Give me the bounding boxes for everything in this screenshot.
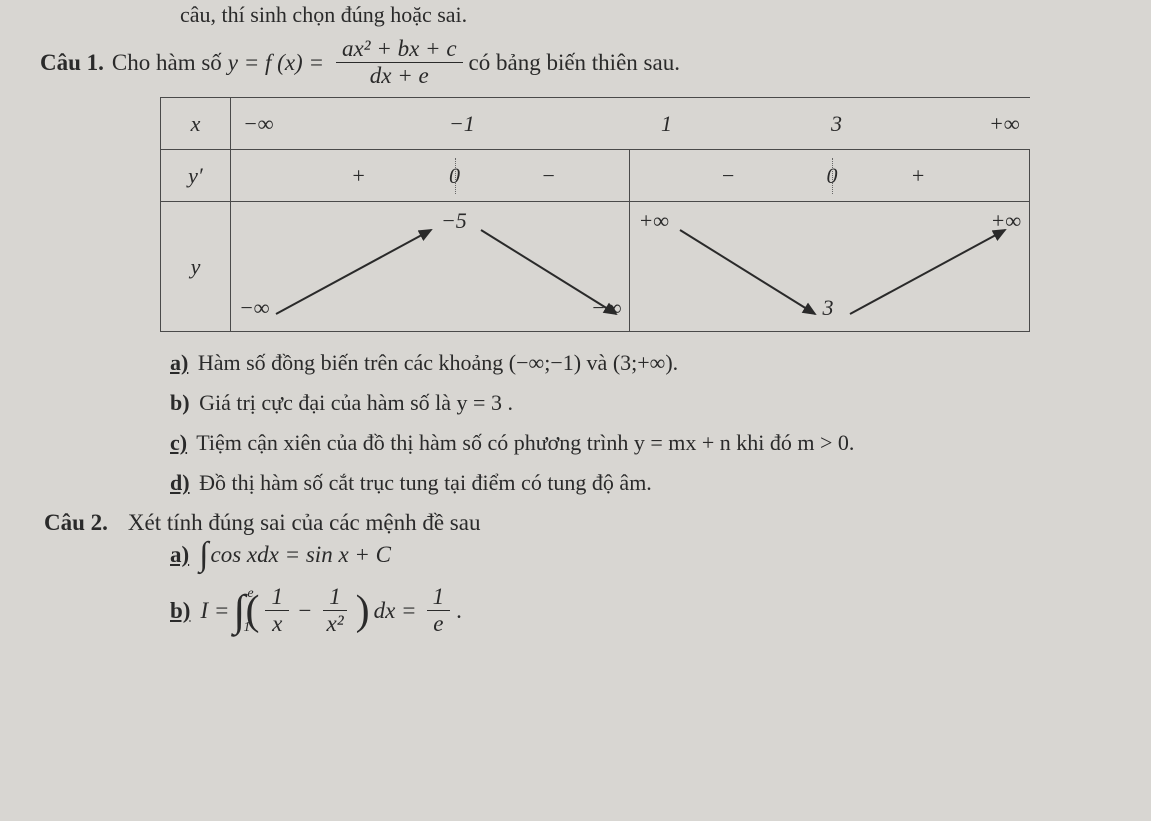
q2-options: a) ∫ cos xdx = sin x + C b) I = ∫ e 1 ( … xyxy=(170,536,1111,637)
b-frac2-num: 1 xyxy=(323,584,347,611)
y-label-cell: y xyxy=(161,202,231,332)
yp-minus-2: − xyxy=(720,163,735,189)
q1-opt-d-text: Đồ thị hàm số cắt trục tung tại điểm có … xyxy=(199,470,652,495)
b-frac-res: 1 e xyxy=(427,584,451,637)
q2-b-lhs: I = xyxy=(200,598,229,624)
q1-func-lhs: y = f (x) = xyxy=(228,50,324,76)
int-lower: 1 xyxy=(243,621,250,635)
b-frac1-den: x xyxy=(266,611,288,637)
q2-opt-a-body: cos xdx = sin x + C xyxy=(211,542,392,568)
q1-opt-a-text: Hàm số đồng biến trên các khoảng (−∞;−1)… xyxy=(198,350,678,375)
q1-prefix: Cho hàm số xyxy=(112,50,222,76)
page: câu, thí sinh chọn đúng hoặc sai. Câu 1.… xyxy=(0,0,1151,667)
yp-right-cell: − 0 + xyxy=(630,150,1030,202)
q1-opt-b-label: b) xyxy=(170,390,190,415)
intro-line: câu, thí sinh chọn đúng hoặc sai. xyxy=(180,0,1111,28)
dotted-line-1 xyxy=(455,158,456,194)
b-res-num: 1 xyxy=(427,584,451,611)
q1-fraction: ax² + bx + c dx + e xyxy=(336,36,463,89)
y-left-top: −5 xyxy=(441,208,467,234)
y-left-bl: −∞ xyxy=(239,295,270,321)
b-dot: . xyxy=(456,598,462,624)
q2-opt-b: b) I = ∫ e 1 ( 1 x − 1 x² ) dx = 1 e xyxy=(170,584,1111,637)
q2-opt-a-label: a) xyxy=(170,542,189,568)
q1-label: Câu 1. xyxy=(40,50,104,76)
x-neginf: −∞ xyxy=(243,111,274,137)
arrow-up-1 xyxy=(271,222,441,322)
question-1-stem: Câu 1. Cho hàm số y = f (x) = ax² + bx +… xyxy=(40,36,1111,89)
b-frac-1: 1 x xyxy=(265,584,289,637)
integral-sign-a: ∫ xyxy=(199,536,208,574)
x-1: 1 xyxy=(661,111,672,137)
integral-sign-b: ∫ e 1 xyxy=(233,589,245,633)
q1-opt-b-text: Giá trị cực đại của hàm số là y = 3 . xyxy=(199,390,513,415)
x-values-cell: −∞ −1 1 3 +∞ xyxy=(230,98,1029,150)
y-row: y −∞ −5 −∞ +∞ 3 +∞ xyxy=(161,202,1030,332)
q1-opt-b: b) Giá trị cực đại của hàm số là y = 3 . xyxy=(170,390,1111,416)
y-left-cell: −∞ −5 −∞ xyxy=(230,202,630,332)
x-neg1: −1 xyxy=(449,111,475,137)
q1-opt-c: c) Tiệm cận xiên của đồ thị hàm số có ph… xyxy=(170,430,1111,456)
q2-opt-a: a) ∫ cos xdx = sin x + C xyxy=(170,536,1111,574)
q2-label: Câu 2. xyxy=(44,510,108,536)
b-frac1-num: 1 xyxy=(265,584,289,611)
q1-opt-c-text: Tiệm cận xiên của đồ thị hàm số có phươn… xyxy=(196,430,854,455)
yp-plus-1: + xyxy=(351,163,366,189)
question-2-stem: Câu 2. Xét tính đúng sai của các mệnh đề… xyxy=(40,510,1111,536)
q1-frac-den: dx + e xyxy=(364,63,435,89)
b-res-den: e xyxy=(427,611,449,637)
arrow-down-1 xyxy=(476,222,626,322)
x-3: 3 xyxy=(831,111,842,137)
arrow-up-2 xyxy=(845,222,1015,322)
rparen-icon: ) xyxy=(356,590,370,632)
q1-frac-num: ax² + bx + c xyxy=(336,36,463,63)
b-frac-2: 1 x² xyxy=(320,584,349,637)
yp-plus-2: + xyxy=(910,163,925,189)
x-label-cell: x xyxy=(161,98,231,150)
yp-label-cell: y′ xyxy=(161,150,231,202)
b-frac2-den: x² xyxy=(320,611,349,637)
minus-sign: − xyxy=(297,598,313,624)
q1-opt-d-label: d) xyxy=(170,470,190,495)
q2-opt-b-label: b) xyxy=(170,598,190,624)
q1-opt-d: d) Đồ thị hàm số cắt trục tung tại điểm … xyxy=(170,470,1111,496)
yprime-row: y′ + 0 − − 0 + xyxy=(161,150,1030,202)
dotted-line-2 xyxy=(832,158,833,194)
y-right-tl: +∞ xyxy=(638,208,669,234)
variation-table: x −∞ −1 1 3 +∞ y′ + 0 − − 0 + xyxy=(160,97,1030,332)
y-right-cell: +∞ 3 +∞ xyxy=(630,202,1030,332)
int-upper: e xyxy=(247,587,253,601)
yp-left-cell: + 0 − xyxy=(230,150,630,202)
q2-text: Xét tính đúng sai của các mệnh đề sau xyxy=(128,510,481,536)
arrow-down-2 xyxy=(675,222,825,322)
b-mid: dx = xyxy=(374,598,417,624)
x-row: x −∞ −1 1 3 +∞ xyxy=(161,98,1030,150)
q1-options: a) Hàm số đồng biến trên các khoảng (−∞;… xyxy=(170,350,1111,496)
yp-minus-1: − xyxy=(541,163,556,189)
x-posinf: +∞ xyxy=(989,111,1020,137)
q1-opt-a-label: a) xyxy=(170,350,188,375)
q1-opt-a: a) Hàm số đồng biến trên các khoảng (−∞;… xyxy=(170,350,1111,376)
q1-suffix: có bảng biến thiên sau. xyxy=(469,50,680,76)
q1-opt-c-label: c) xyxy=(170,430,187,455)
